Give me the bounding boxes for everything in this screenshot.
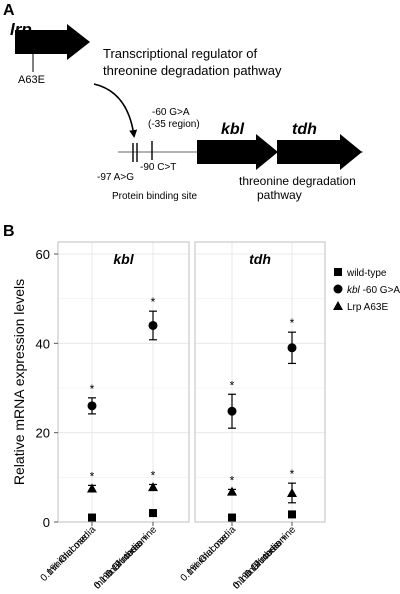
pathway-label-line1: threonine degradation [239, 174, 356, 188]
y-tick-label: 20 [36, 426, 50, 441]
legend-marker-circle [333, 284, 343, 294]
data-point-square [88, 513, 96, 522]
legend-marker-triangle [333, 301, 343, 310]
expression-chart: kbl tdh 0 20 40 60 Relative mRNA expression le… [11, 241, 326, 592]
data-point-triangle [227, 486, 237, 496]
data-point-square [228, 513, 236, 522]
facet-border-kbl [57, 241, 190, 523]
y-tick-label: 0 [43, 515, 50, 530]
legend-marker-square [334, 268, 342, 276]
data-point-triangle [148, 482, 158, 492]
significance-star: * [151, 295, 156, 309]
x-tick-label: minimal media [45, 524, 99, 578]
x-tick-label: minimal media [185, 524, 239, 578]
data-point-circle [227, 406, 237, 416]
lrp-description-line1: Transcriptional regulator of [103, 46, 258, 61]
facet-border-tdh [194, 241, 326, 523]
y-axis-label: Relative mRNA expression levels [11, 279, 27, 485]
significance-star: * [90, 469, 95, 483]
data-point-square [149, 509, 157, 518]
mut-60-label: -60 G>A [152, 107, 190, 118]
data-point-circle [87, 401, 97, 411]
legend-label-text: -60 G>A [360, 285, 400, 296]
pathway-label-line2: pathway [257, 188, 302, 202]
data-point-circle [287, 343, 297, 353]
panel-b-letter: B [3, 223, 15, 240]
y-tick-label: 40 [36, 336, 50, 351]
significance-star: * [290, 316, 295, 330]
y-tick-label: 60 [36, 247, 50, 262]
legend-label-2: Lrp A63E [347, 302, 388, 313]
mut-97-label: -97 A>G [97, 172, 134, 183]
facet-panel-tdh [195, 242, 325, 522]
significance-star: * [151, 468, 156, 482]
data-point-triangle [87, 483, 97, 493]
kbl-gene-arrow [197, 134, 278, 170]
legend-label-italic: kbl [347, 285, 361, 296]
significance-star: * [90, 382, 95, 396]
mut-60-region-label: (-35 region) [148, 119, 200, 130]
significance-star: * [290, 467, 295, 481]
legend-label-0: wild-type [346, 268, 387, 279]
gene-tdh-label: tdh [292, 121, 317, 138]
lrp-gene-arrow [15, 24, 90, 60]
panel-a-letter: A [3, 2, 15, 19]
legend-label-1: kbl -60 G>A [347, 285, 400, 296]
chart-legend: wild-type kbl -60 G>A Lrp A63E [333, 268, 400, 313]
legend-label-text: wild-type [346, 268, 387, 279]
facet-title-tdh: tdh [249, 251, 271, 267]
x-tick-label: 0.1% threonine [243, 524, 299, 580]
regulation-arrow [93, 83, 138, 138]
significance-star: * [230, 473, 235, 487]
data-point-square [288, 510, 296, 519]
legend-label-text: Lrp A63E [347, 302, 388, 313]
facet-panel-kbl [58, 242, 189, 522]
lrp-mutation-label: A63E [18, 74, 45, 86]
facet-title-kbl: kbl [113, 251, 134, 267]
mut-90-label: -90 C>T [140, 162, 176, 173]
x-tick-label: 0.1% threonine [104, 524, 160, 580]
data-point-circle [148, 320, 158, 330]
significance-star: * [230, 378, 235, 392]
data-point-triangle [287, 487, 297, 497]
binding-site-label: Protein binding site [112, 191, 197, 202]
tdh-gene-arrow [277, 134, 362, 170]
lrp-description-line2: threonine degradation pathway [103, 63, 282, 78]
gene-kbl-label: kbl [221, 121, 245, 138]
